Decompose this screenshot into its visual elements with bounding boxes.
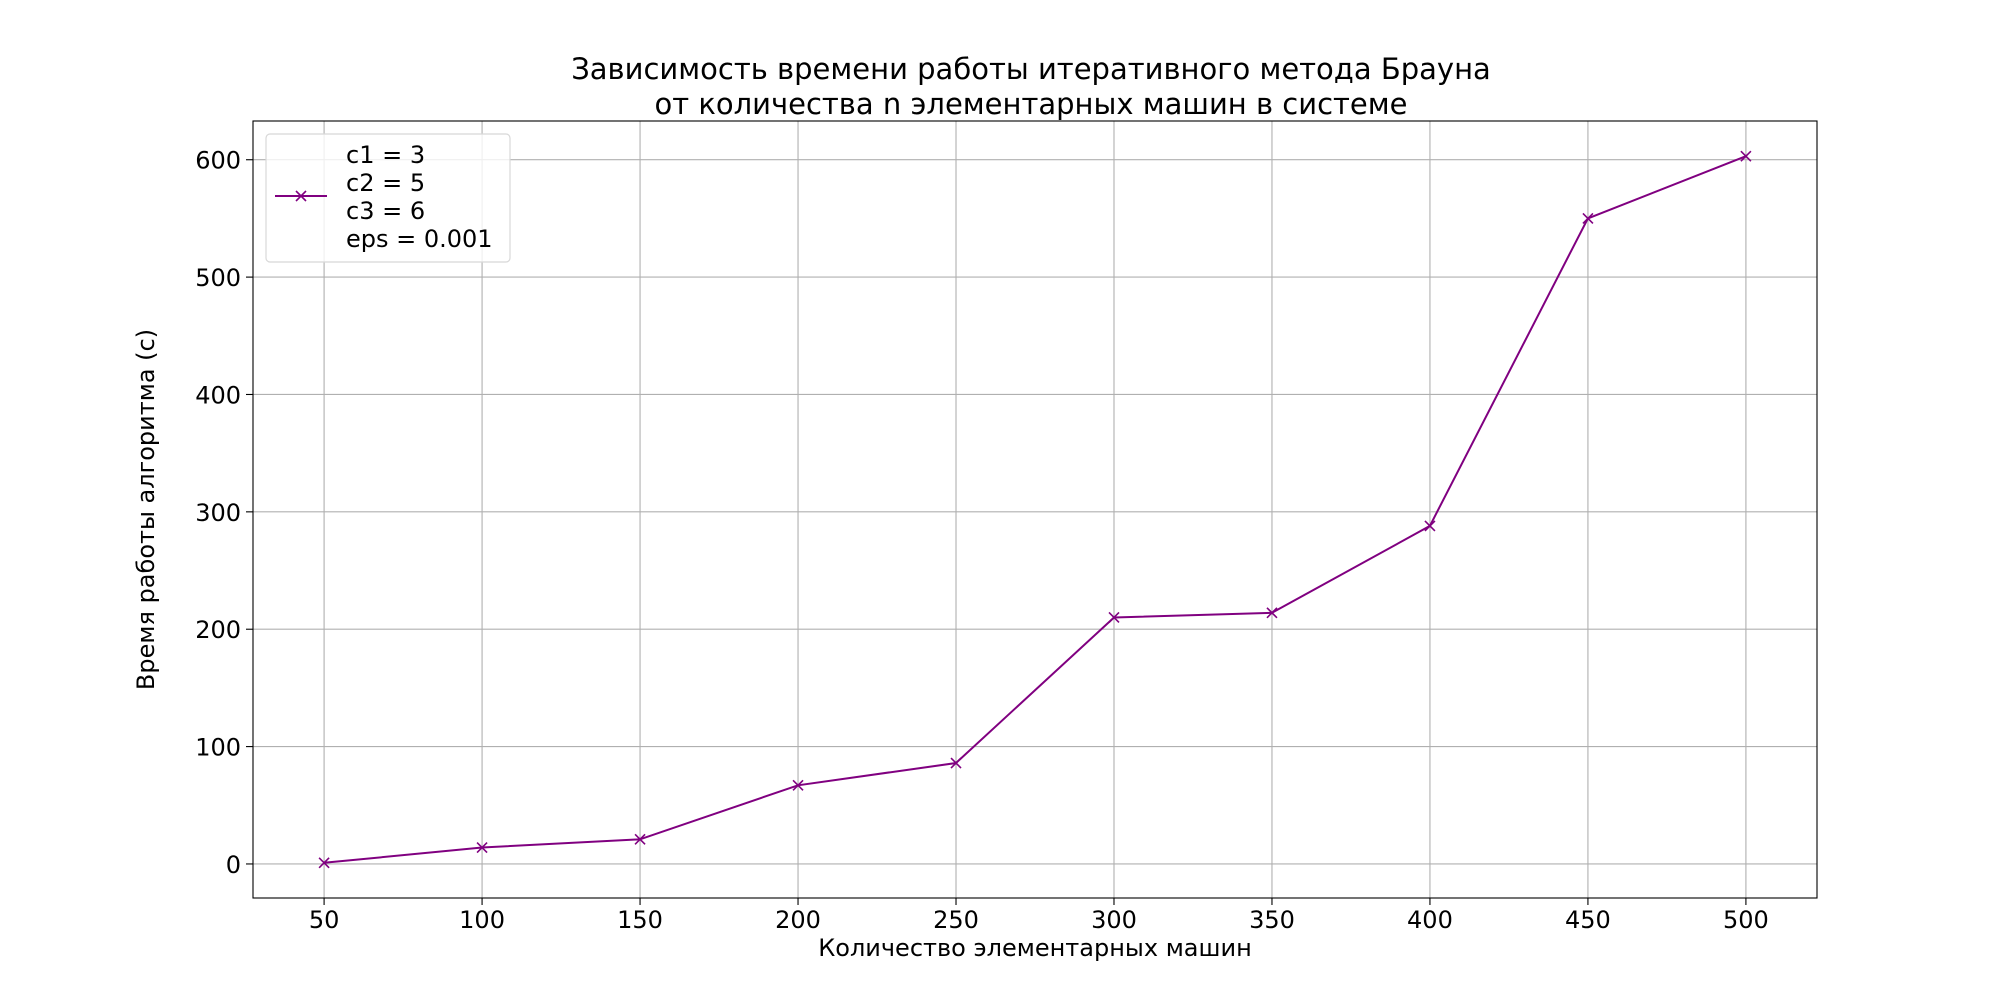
data-point-marker — [476, 841, 488, 854]
data-point-marker — [295, 190, 307, 202]
x-tick-label: 50 — [309, 906, 340, 934]
y-tick-label: 200 — [195, 616, 241, 644]
chart-title: Зависимость времени работы итеративного … — [571, 52, 1491, 121]
legend-label: c1 = 3 c2 = 5 c3 = 6 eps = 0.001 — [346, 141, 493, 253]
legend-label-line: c2 = 5 — [346, 169, 425, 197]
y-axis-label: Время работы алгоритма (с) — [132, 329, 160, 690]
x-axis: 50 100 150 200 250 300 350 400 450 500 — [309, 898, 1769, 934]
x-tick-label: 150 — [617, 906, 663, 934]
y-tick-label: 500 — [195, 264, 241, 292]
x-axis-label: Количество элементарных машин — [818, 934, 1252, 962]
legend-label-line: c3 = 6 — [346, 197, 425, 225]
plot-area — [252, 120, 1818, 899]
legend-box — [265, 133, 511, 263]
y-tick-label: 400 — [195, 381, 241, 409]
data-point-marker — [634, 833, 646, 845]
data-point-marker — [950, 757, 962, 769]
data-point-marker — [792, 779, 804, 791]
x-tick-label: 250 — [933, 906, 979, 934]
y-axis: 0 100 200 300 400 500 600 — [195, 147, 253, 879]
legend-label-line: eps = 0.001 — [346, 225, 493, 253]
data-point-marker — [1582, 212, 1594, 224]
data-point-marker — [1424, 520, 1436, 532]
data-point-marker — [1740, 150, 1752, 162]
legend: c1 = 3 c2 = 5 c3 = 6 eps = 0.001 — [265, 133, 511, 263]
y-tick-label: 600 — [195, 147, 241, 175]
data-point-marker — [1108, 611, 1120, 624]
data-point-marker — [1266, 607, 1278, 619]
series-layer — [318, 150, 1752, 869]
legend-label-line: c1 = 3 — [346, 141, 425, 169]
x-tick-label: 100 — [459, 906, 505, 934]
data-point-marker — [318, 857, 330, 869]
x-tick-label: 300 — [1091, 906, 1137, 934]
y-tick-label: 300 — [195, 499, 241, 527]
x-tick-label: 200 — [775, 906, 821, 934]
grid — [253, 121, 1817, 898]
x-tick-label: 400 — [1407, 906, 1453, 934]
x-tick-label: 500 — [1723, 906, 1769, 934]
x-tick-label: 450 — [1565, 906, 1611, 934]
series-line — [324, 155, 1747, 864]
y-tick-label: 100 — [195, 734, 241, 762]
y-tick-label: 0 — [226, 851, 241, 879]
chart-title-line: от количества n элементарных машин в сис… — [655, 87, 1408, 121]
chart-title-line: Зависимость времени работы итеративного … — [571, 52, 1491, 86]
x-tick-label: 350 — [1249, 906, 1295, 934]
